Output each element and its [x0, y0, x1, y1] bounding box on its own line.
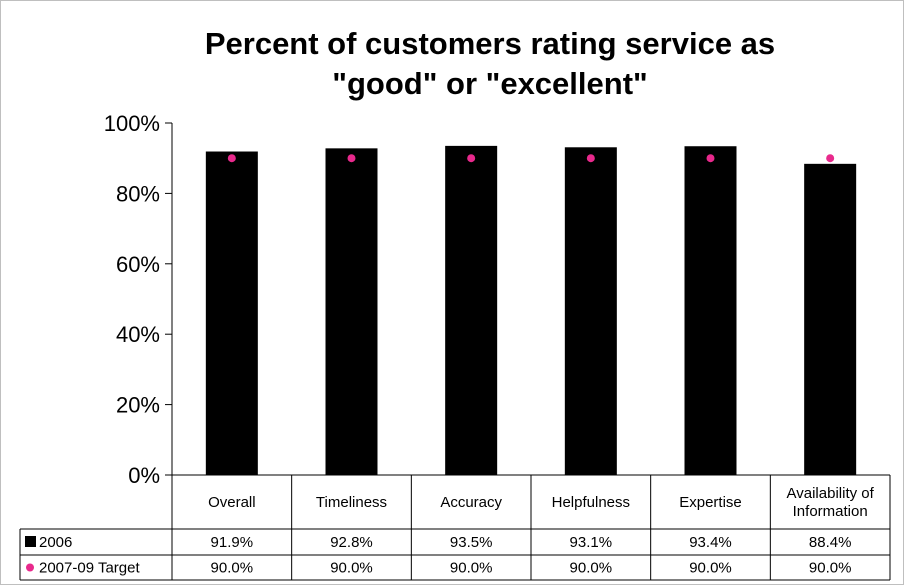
table-cell-value: 93.5% [450, 534, 493, 551]
bar-2006 [205, 151, 258, 475]
y-tick-label: 0% [128, 463, 160, 488]
legend-swatch-2006 [25, 536, 36, 547]
bar-2006 [804, 163, 857, 475]
table-cell-value: 92.8% [330, 534, 373, 551]
table-cell-value: 93.4% [689, 534, 732, 551]
y-tick-label: 80% [116, 181, 160, 206]
category-label: Overall [208, 494, 256, 511]
category-label: Information [793, 503, 868, 520]
bar-2006 [445, 145, 498, 475]
target-marker [586, 154, 595, 163]
target-marker [826, 154, 835, 163]
chart-title-line-2: "good" or "excellent" [332, 66, 648, 101]
y-tick-label: 40% [116, 322, 160, 347]
bar-2006 [564, 147, 617, 475]
category-label: Timeliness [316, 494, 387, 511]
table-cell-value: 88.4% [809, 534, 852, 551]
table-cell-value: 93.1% [570, 534, 613, 551]
y-tick-label: 100% [104, 111, 160, 136]
table-cell-value: 90.0% [809, 560, 852, 577]
category-label: Accuracy [440, 494, 502, 511]
bar-2006 [684, 146, 737, 475]
table-cell-value: 90.0% [689, 560, 732, 577]
table-cell-value: 90.0% [211, 560, 254, 577]
target-marker [347, 154, 356, 163]
target-marker [467, 154, 476, 163]
category-label: Availability of [787, 485, 875, 502]
bar-2006 [325, 148, 378, 475]
data-table: Overall Timeliness Accuracy Helpfulness Expe… [19, 474, 891, 581]
chart-title-line-1: Percent of customers rating service as [204, 26, 776, 61]
legend-swatch-target [26, 563, 34, 572]
legend-label: 2006 [39, 534, 72, 551]
target-markers [227, 154, 835, 163]
y-tick-label: 60% [116, 252, 160, 277]
category-label: Helpfulness [552, 494, 630, 511]
y-axis: 0% 20% 40% 60% 80% 100% [104, 111, 173, 488]
table-cell-value: 90.0% [450, 560, 493, 577]
table-cell-value: 90.0% [570, 560, 613, 577]
chart-title: Percent of customers rating service as "… [160, 24, 820, 104]
y-tick-label: 20% [116, 393, 160, 418]
target-marker [706, 154, 715, 163]
category-label: Expertise [679, 494, 742, 511]
bars [205, 145, 857, 475]
table-cell-value: 90.0% [330, 560, 373, 577]
table-cell-value: 91.9% [211, 534, 254, 551]
target-marker [227, 154, 236, 163]
legend-label: 2007-09 Target [39, 560, 140, 577]
